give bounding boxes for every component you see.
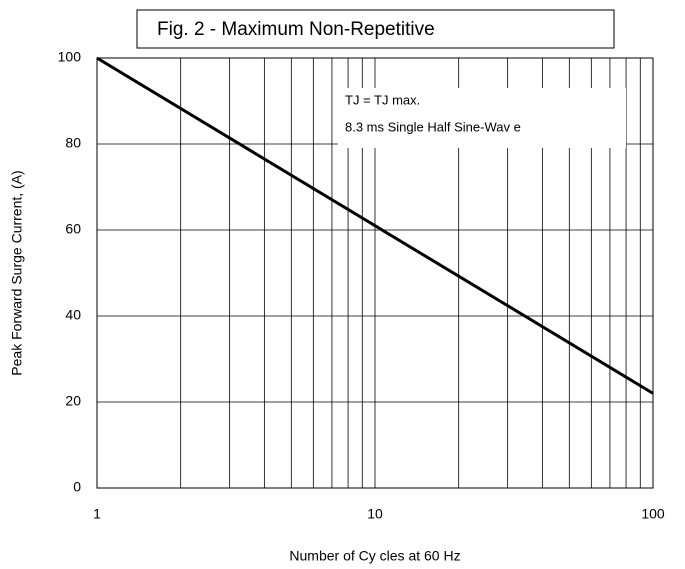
- y-tick-label: 0: [73, 479, 81, 495]
- annotation: TJ = TJ max.: [345, 92, 420, 107]
- y-tick-label: 60: [65, 221, 81, 237]
- data-line: [96, 56, 654, 395]
- y-tick-label: 100: [58, 49, 82, 65]
- x-axis-label: Number of Cy cles at 60 Hz: [289, 548, 460, 564]
- title-box: [136, 9, 615, 49]
- annotation: 8.3 ms Single Half Sine-Wav e: [345, 119, 521, 134]
- annotation-box: [338, 88, 626, 148]
- y-tick-label: 80: [65, 135, 81, 151]
- plot-area: 1 10 100 0 20 40 60 80 100 TJ = TJ max. 8.3 ms Sin…: [58, 49, 665, 522]
- chart-title: Fig. 2 - Maximum Non-Repetitive: [157, 19, 435, 40]
- y-tick-label: 20: [65, 393, 81, 409]
- y-axis-label: Peak Forward Surge Current, (A): [9, 170, 25, 375]
- x-tick-label: 1: [93, 506, 101, 522]
- plot-frame: [96, 57, 654, 489]
- y-tick-label: 40: [65, 307, 81, 323]
- x-tick-label: 10: [367, 506, 383, 522]
- x-tick-label: 100: [641, 506, 665, 522]
